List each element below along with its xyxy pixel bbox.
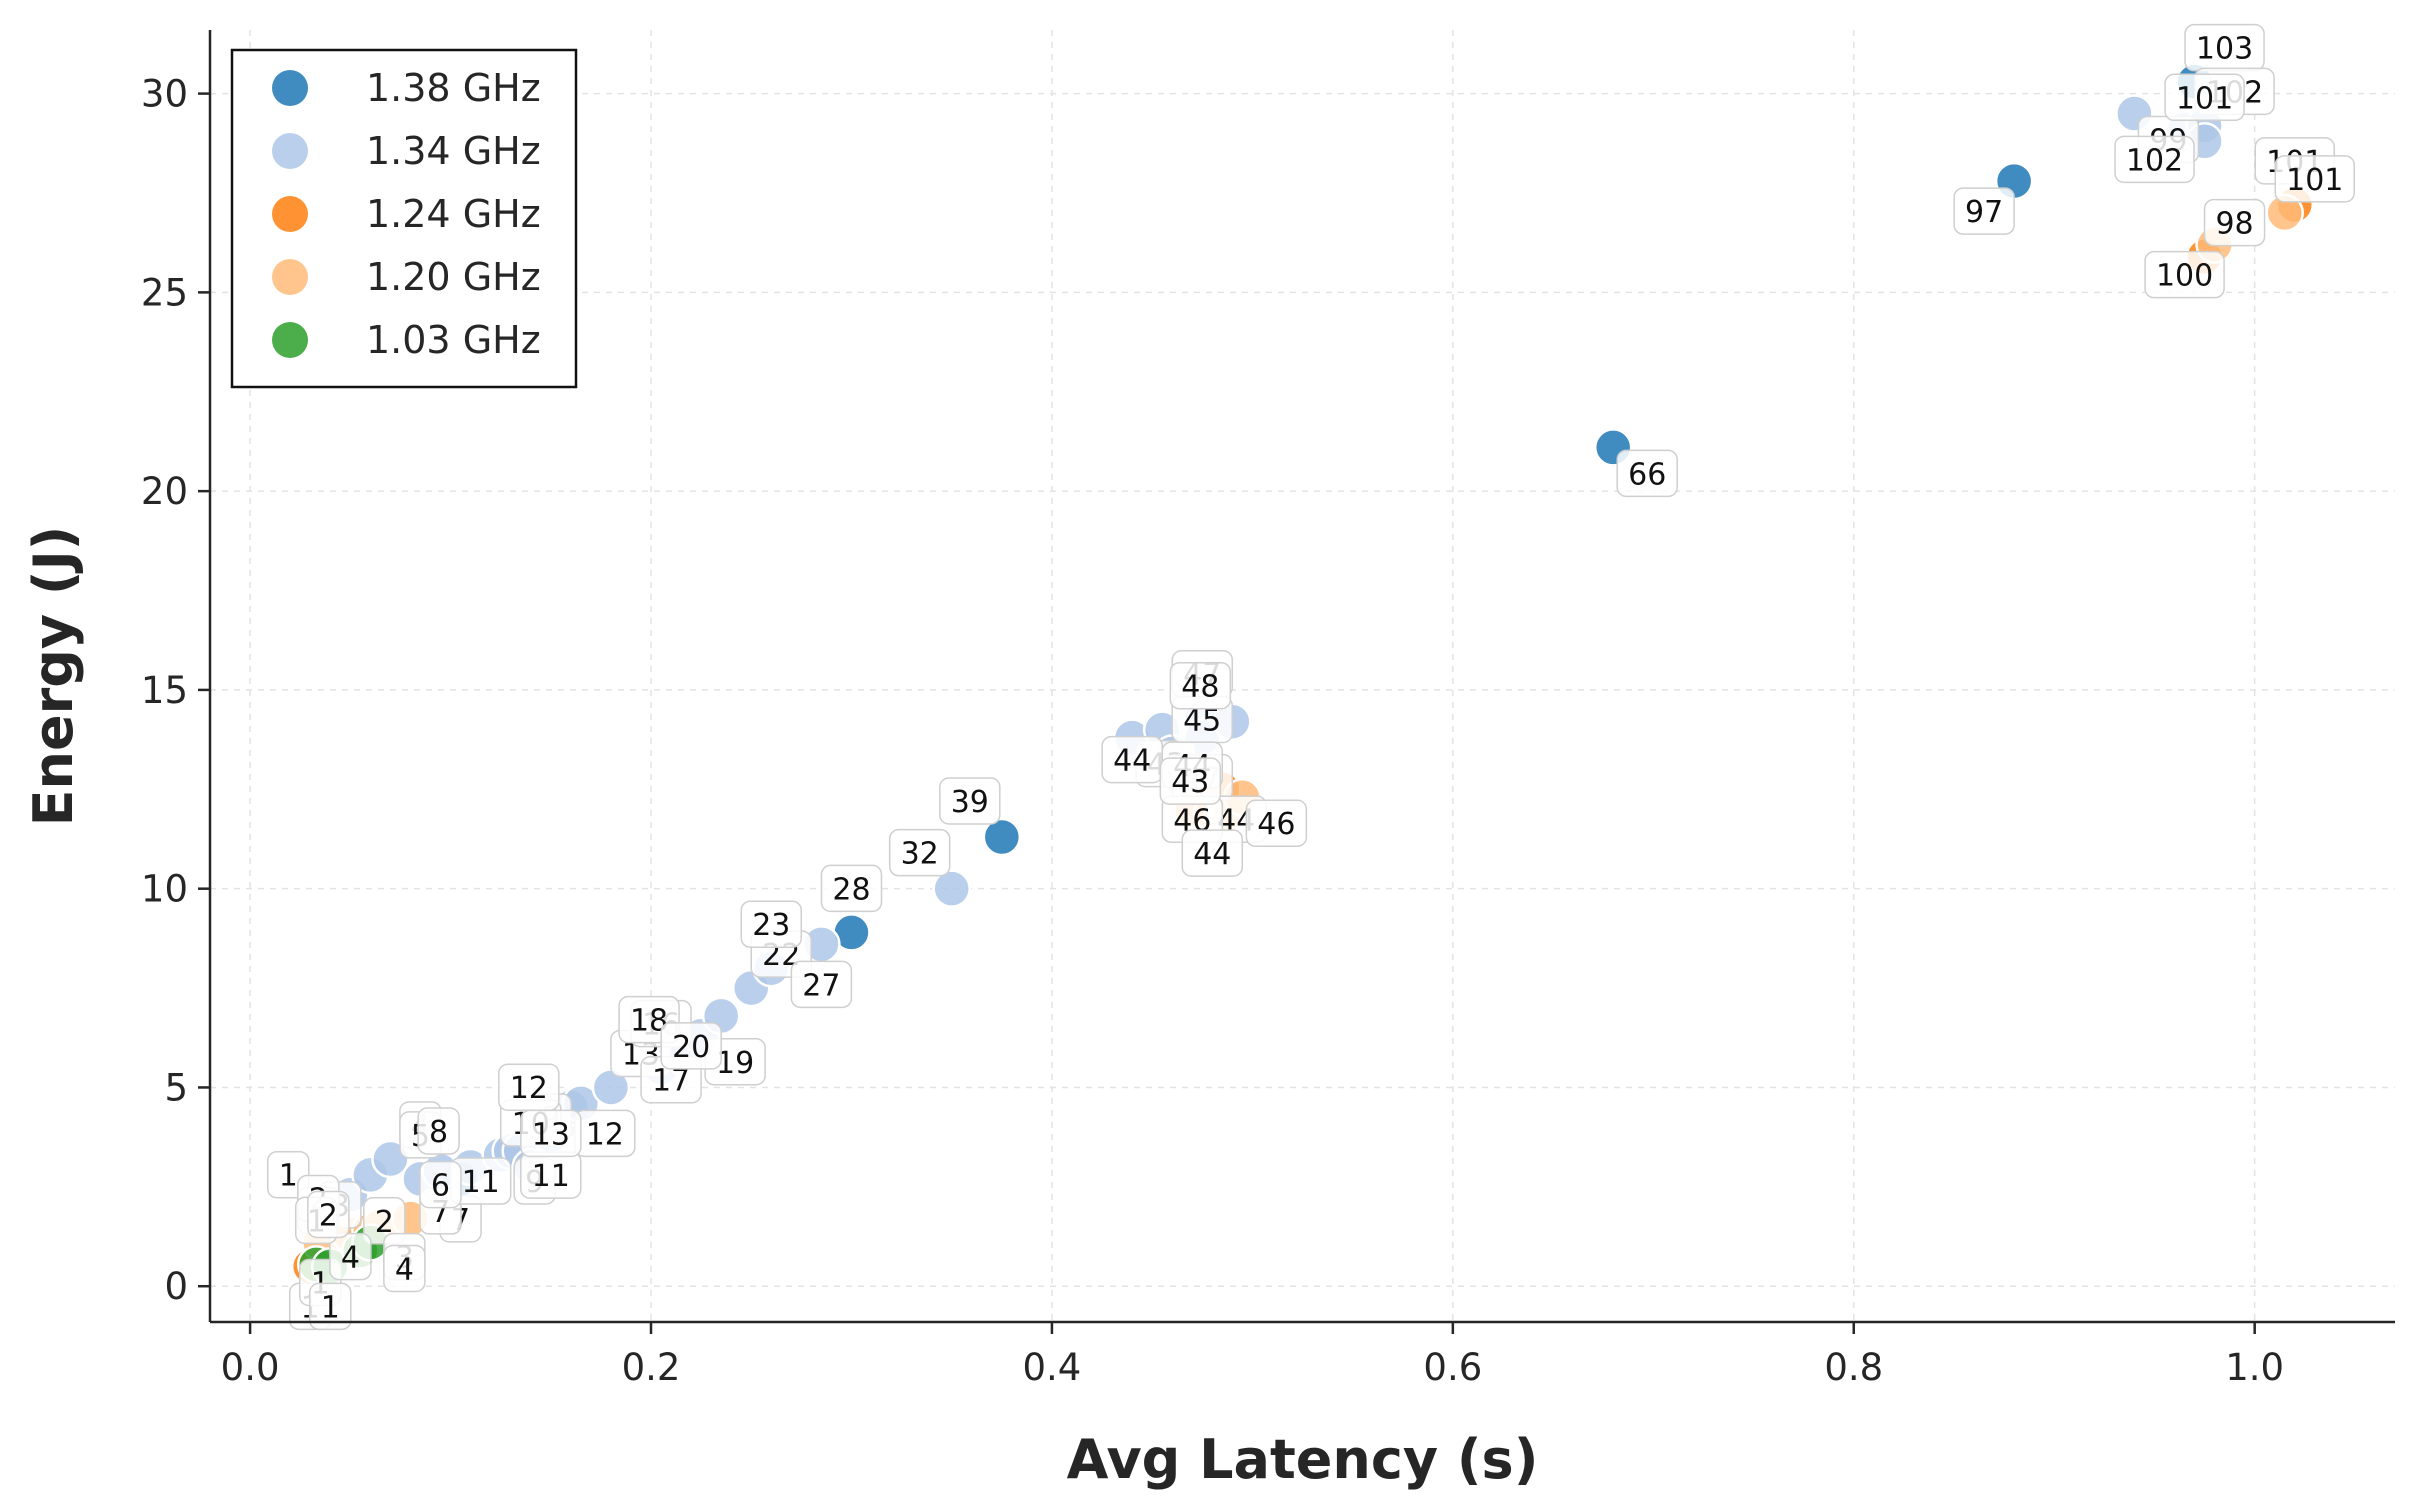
y-tick-label: 0 — [164, 1265, 188, 1308]
point-label: 1 — [279, 1159, 298, 1194]
data-point — [932, 869, 971, 908]
point-label-box — [1245, 799, 1308, 847]
legend-label: 1.38 GHz — [366, 66, 541, 110]
point-label: 27 — [802, 968, 840, 1003]
data-point — [982, 817, 1022, 857]
point-label: 101 — [2176, 81, 2233, 116]
point-label-box — [383, 1244, 426, 1293]
point-label: 2 — [319, 1198, 338, 1233]
point-label: 43 — [1171, 765, 1209, 800]
point-label: 11 — [532, 1159, 570, 1194]
point-label: 2 — [375, 1205, 394, 1240]
point-label-box — [329, 1232, 372, 1281]
point-label-box — [740, 900, 803, 948]
legend-items: 1.38 GHz 1.34 GHz 1.24 GHz 1.20 GHz 1.03 GHz — [272, 66, 541, 362]
point-label-box — [2144, 250, 2225, 299]
point-label: 32 — [901, 837, 939, 872]
point-label-box — [2164, 73, 2245, 122]
point-label-box — [1159, 757, 1222, 805]
point-label-box — [1616, 449, 1678, 498]
point-label: 1 — [321, 1290, 340, 1325]
y-tick-label: 20 — [141, 470, 188, 513]
y-axis-title: Energy (J) — [22, 526, 85, 827]
point-label-box — [1953, 187, 2015, 235]
y-tick-label: 30 — [141, 73, 188, 116]
point-label-box — [660, 1022, 722, 1070]
legend-marker — [272, 196, 308, 232]
point-label: 44 — [1113, 744, 1151, 779]
x-tick-label: 0.6 — [1423, 1346, 1482, 1389]
point-label: 101 — [2286, 163, 2343, 198]
point-label-box — [417, 1107, 460, 1155]
legend-marker — [272, 70, 308, 106]
legend: 1.38 GHz 1.34 GHz 1.24 GHz 1.20 GHz 1.03 GHz — [230, 48, 578, 389]
x-axis-title: Avg Latency (s) — [1067, 1428, 1539, 1491]
point-label: 20 — [672, 1030, 710, 1065]
axis-ticks: 0.0 0.2 0.4 0.6 0.8 1.0 0 5 10 15 20 25 30 — [141, 73, 2284, 1389]
legend-marker — [272, 259, 308, 295]
point-label: 23 — [752, 908, 790, 943]
point-label: 12 — [510, 1071, 548, 1106]
legend-label: 1.24 GHz — [366, 192, 541, 236]
point-label-box — [2203, 198, 2266, 247]
point-label: 19 — [716, 1046, 754, 1081]
point-label-box — [419, 1160, 462, 1209]
point-label: 102 — [2126, 143, 2183, 178]
legend-marker — [272, 133, 308, 169]
legend-marker — [272, 322, 308, 358]
point-label-box — [307, 1190, 350, 1239]
point-label: 4 — [341, 1241, 360, 1276]
point-labels: 3966971032871234578911910111212131316171… — [267, 23, 2355, 1331]
point-label: 11 — [462, 1165, 500, 1200]
y-tick-label: 10 — [141, 868, 188, 911]
y-tick-label: 15 — [141, 669, 188, 712]
legend-label: 1.34 GHz — [366, 129, 541, 173]
axes — [208, 30, 2395, 1324]
x-tick-label: 0.4 — [1023, 1346, 1082, 1389]
point-label: 44 — [1193, 837, 1231, 872]
point-label: 103 — [2196, 32, 2253, 67]
point-label: 8 — [429, 1115, 448, 1150]
point-label: 39 — [951, 785, 989, 820]
point-label: 46 — [1257, 807, 1295, 842]
point-label-box — [939, 777, 1001, 825]
point-label: 66 — [1628, 457, 1666, 492]
point-label-box — [820, 864, 883, 913]
point-label-box — [2274, 155, 2355, 203]
point-label: 28 — [832, 872, 870, 907]
x-tick-label: 1.0 — [2225, 1346, 2284, 1389]
x-tick-label: 0.0 — [221, 1346, 280, 1389]
legend-label: 1.20 GHz — [366, 255, 541, 299]
x-tick-label: 0.8 — [1824, 1346, 1883, 1389]
point-label-box — [1169, 661, 1232, 710]
y-tick-label: 5 — [164, 1066, 188, 1109]
point-label: 100 — [2156, 259, 2213, 294]
y-tick-label: 25 — [141, 271, 188, 314]
point-label: 48 — [1181, 670, 1219, 705]
point-label: 12 — [586, 1117, 624, 1152]
point-label-box — [888, 828, 951, 877]
point-label: 4 — [395, 1252, 414, 1287]
point-label: 6 — [431, 1169, 450, 1204]
point-label: 97 — [1965, 195, 2003, 230]
point-label: 13 — [532, 1117, 570, 1152]
data-points — [290, 62, 2315, 1286]
x-tick-label: 0.2 — [622, 1346, 681, 1389]
point-label: 98 — [2215, 207, 2253, 242]
point-label-box — [1181, 829, 1244, 877]
point-label-box — [790, 960, 853, 1009]
legend-label: 1.03 GHz — [366, 318, 541, 362]
point-label-box — [309, 1282, 352, 1331]
point-label-box — [2114, 135, 2195, 184]
point-label-box — [520, 1109, 582, 1158]
